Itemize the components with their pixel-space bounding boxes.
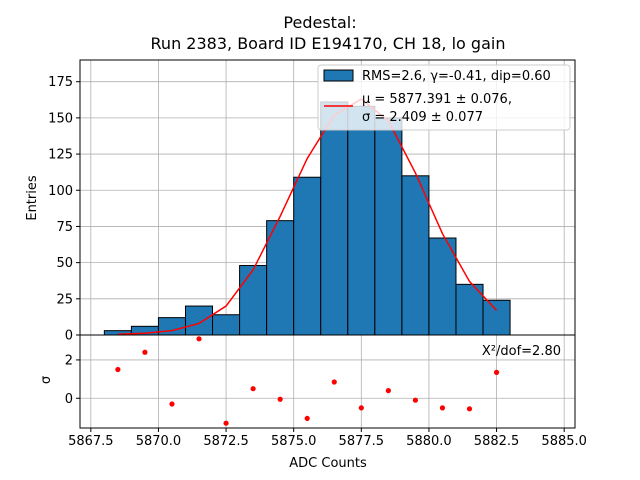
histogram-bar-4 [212, 314, 241, 336]
residual-y-ticks: 02 [65, 353, 80, 407]
residual-point-5 [250, 386, 256, 392]
histogram-ytick-label-3: 75 [56, 220, 73, 235]
histogram-bar-14 [482, 299, 511, 336]
histogram-bar-11 [401, 175, 430, 336]
chi2-annotation: X²/dof=2.80 [482, 344, 561, 359]
legend-fit-mu: μ = 5877.391 ± 0.076, [362, 92, 512, 107]
residual-point-6 [277, 396, 283, 402]
histogram-y-ticks: 0 25 50 75 100 125 150 175 [48, 75, 80, 344]
xtick-label-1: 5870.0 [136, 434, 182, 449]
residual-ytick-label-0: 0 [65, 392, 73, 407]
histogram-ytick-label-0: 0 [65, 329, 73, 344]
legend-fit-sigma: σ = 2.409 ± 0.077 [362, 110, 483, 125]
histogram-panel: 0 25 50 75 100 125 150 175 Entries RMS=2.6, γ=-… [25, 59, 576, 344]
xtick-label-6: 5882.5 [474, 434, 520, 449]
residual-point-13 [466, 406, 473, 412]
histogram-y-label: Entries [25, 175, 40, 221]
x-axis-ticks: 5867.5 5870.0 5872.5 5875.0 5877.5 5880.0 5882… [68, 428, 587, 449]
histogram-ytick-label-5: 125 [48, 148, 73, 163]
residual-point-9 [358, 405, 364, 411]
residual-point-10 [385, 388, 391, 394]
residual-panel: 02 5867.5 5870.0 5872.5 5875.0 5877.5 5880.0 5… [39, 334, 587, 471]
residual-ytick-label-1: 2 [65, 353, 73, 368]
residual-points [115, 336, 500, 426]
residual-point-14 [493, 369, 500, 375]
histogram-bar-3 [184, 305, 214, 336]
xtick-label-3: 5875.0 [271, 434, 317, 449]
residual-frame [79, 334, 576, 429]
residual-point-0 [115, 366, 121, 373]
residual-point-12 [439, 405, 446, 411]
residual-point-4 [223, 420, 229, 426]
legend: RMS=2.6, γ=-0.41, dip=0.60 μ = 5877.391 … [317, 64, 571, 131]
xtick-label-0: 5867.5 [68, 434, 114, 449]
histogram-bar-10 [374, 117, 403, 336]
histogram-bar-7 [293, 176, 322, 336]
residual-point-1 [142, 349, 148, 355]
residual-point-11 [412, 397, 419, 403]
xtick-label-4: 5877.5 [339, 434, 385, 449]
residual-point-3 [196, 336, 202, 342]
histogram-bar-2 [157, 317, 186, 336]
chart-title-line2: Run 2383, Board ID E194170, CH 18, lo ga… [151, 34, 506, 53]
histogram-bar-12 [428, 237, 457, 336]
histogram-ytick-label-4: 100 [48, 184, 73, 199]
residual-point-7 [304, 415, 310, 422]
xtick-label-5: 5880.0 [406, 434, 452, 449]
gaussian-fit-line [117, 98, 498, 336]
histogram-ytick-label-7: 175 [48, 75, 73, 90]
histogram-bars [103, 101, 511, 336]
histogram-bar-8 [320, 101, 349, 336]
residual-y-label: σ [39, 376, 54, 384]
histogram-ytick-label-2: 50 [56, 256, 73, 271]
chart-title-line1: Pedestal: [283, 13, 356, 32]
xtick-label-7: 5885.0 [541, 434, 587, 449]
histogram-ytick-label-1: 25 [56, 292, 73, 307]
residual-grid [80, 335, 575, 428]
legend-hist-label: RMS=2.6, γ=-0.41, dip=0.60 [362, 69, 551, 84]
legend-hist-swatch [323, 69, 354, 82]
residual-point-2 [169, 401, 175, 407]
legend-box [317, 64, 571, 131]
residual-point-8 [331, 379, 337, 385]
histogram-bar-6 [266, 220, 295, 336]
histogram-ytick-label-6: 150 [48, 111, 73, 126]
x-axis-label: ADC Counts [289, 456, 367, 471]
histogram-bar-9 [347, 105, 376, 336]
xtick-label-2: 5872.5 [203, 434, 249, 449]
histogram-bar-5 [239, 265, 268, 336]
